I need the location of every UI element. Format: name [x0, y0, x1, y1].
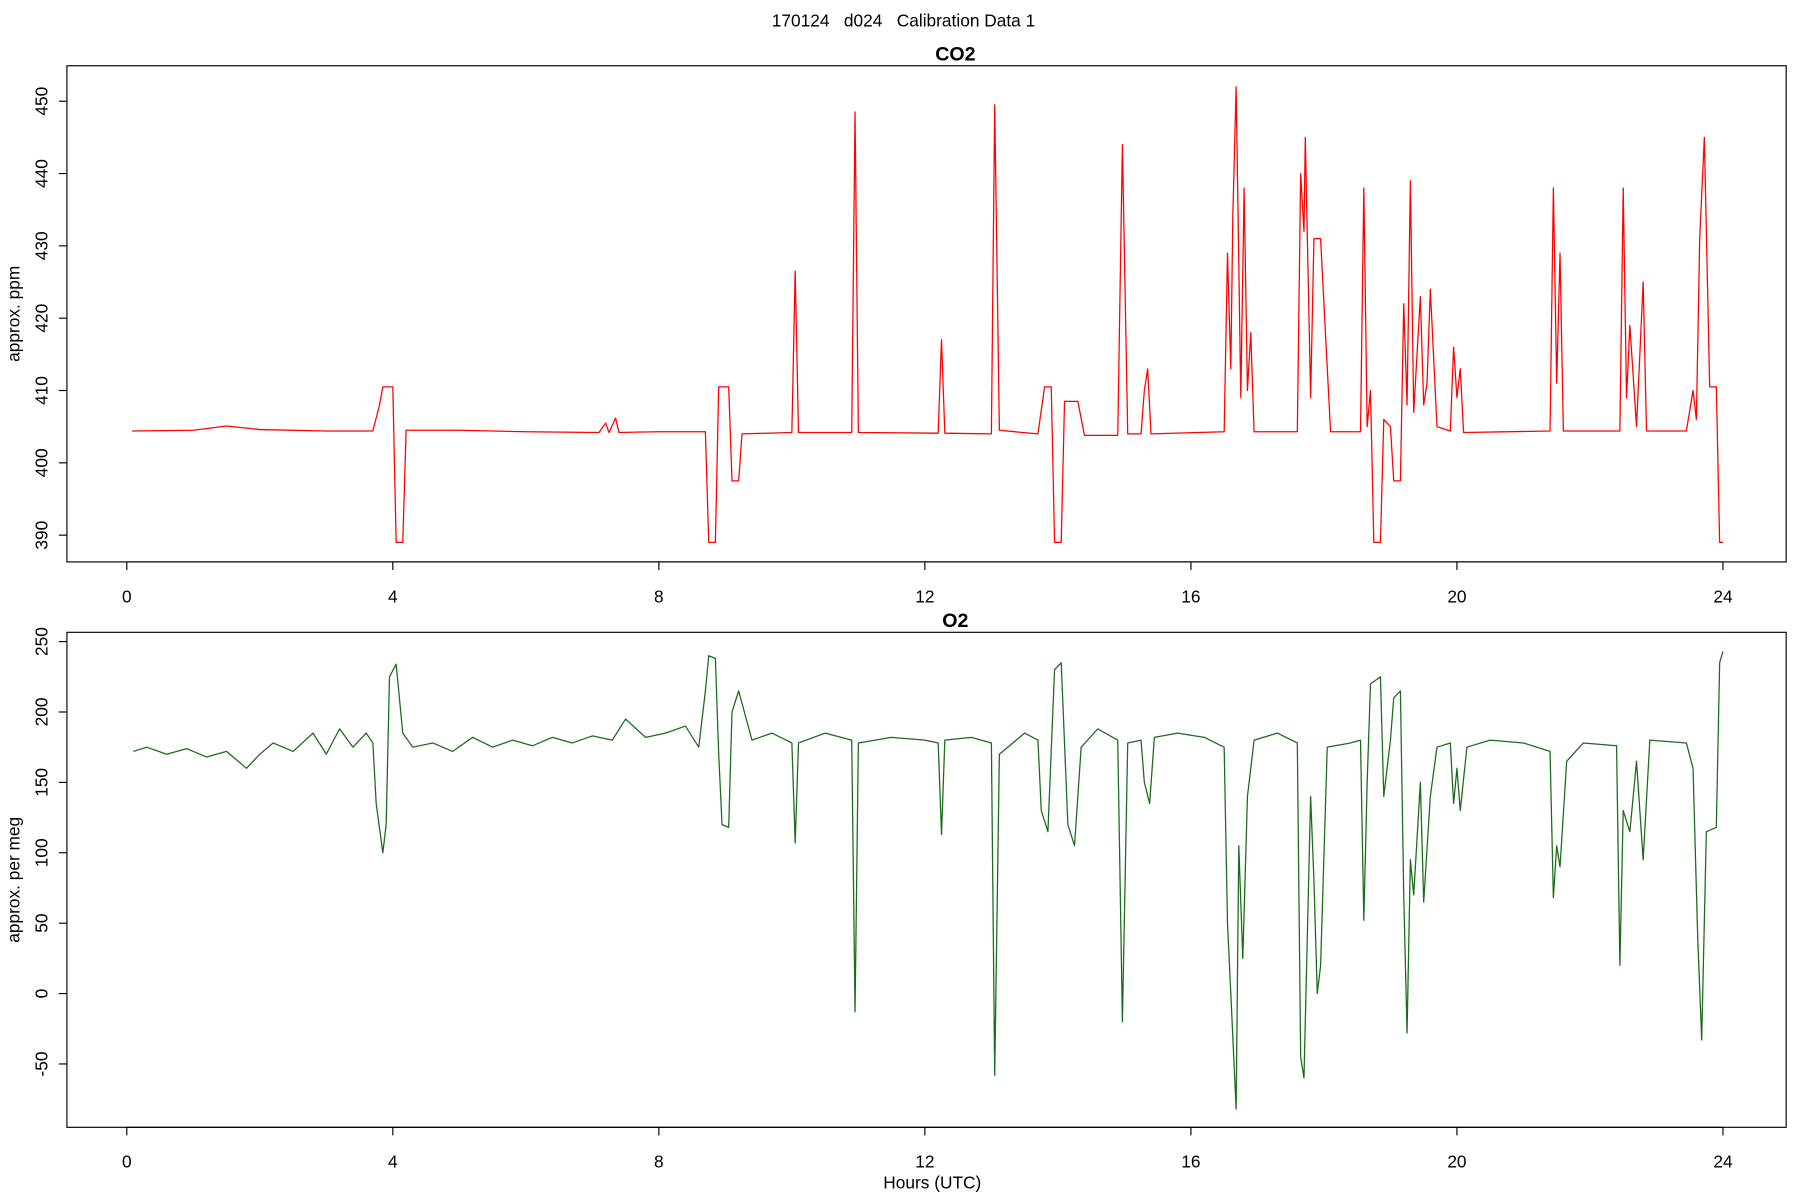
x-tick-label: 4	[388, 1152, 398, 1172]
x-tick-label: 4	[388, 586, 398, 606]
y-tick-label: 410	[31, 376, 51, 405]
data-line	[133, 651, 1724, 1110]
x-tick-label: 24	[1713, 1152, 1733, 1172]
x-tick-label: 0	[122, 1152, 132, 1172]
y-tick-label: 430	[31, 231, 51, 260]
y-axis-label: approx. per meg	[4, 817, 24, 943]
x-tick-label: 0	[122, 586, 132, 606]
y-tick-label: 250	[31, 627, 51, 656]
y-tick-label: 450	[31, 87, 51, 116]
x-tick-label: 16	[1181, 586, 1200, 606]
x-tick-label: 20	[1447, 586, 1466, 606]
y-axis-label: approx. ppm	[4, 266, 24, 362]
y-tick-label: 420	[31, 304, 51, 333]
y-tick-label: 390	[31, 521, 51, 550]
x-tick-label: 12	[915, 1152, 934, 1172]
data-line	[132, 86, 1723, 544]
y-tick-label: 440	[31, 159, 51, 188]
y-tick-label: 150	[31, 768, 51, 797]
y-tick-label: 400	[31, 448, 51, 477]
x-tick-label: 12	[915, 586, 934, 606]
x-tick-label: 8	[654, 1152, 664, 1172]
figure-title: 170124 d024 Calibration Data 1	[772, 10, 1035, 30]
y-tick-label: -50	[31, 1051, 51, 1076]
x-axis-label: Hours (UTC)	[883, 1172, 981, 1192]
panel-title: CO2	[935, 44, 975, 66]
y-tick-label: 200	[31, 698, 51, 727]
y-tick-label: 0	[31, 989, 51, 999]
x-tick-label: 16	[1181, 1152, 1200, 1172]
x-tick-label: 24	[1713, 586, 1733, 606]
x-tick-label: 8	[654, 586, 664, 606]
x-tick-label: 20	[1447, 1152, 1466, 1172]
panel-title: O2	[942, 610, 968, 632]
y-tick-label: 100	[31, 838, 51, 867]
y-tick-label: 50	[31, 914, 51, 933]
